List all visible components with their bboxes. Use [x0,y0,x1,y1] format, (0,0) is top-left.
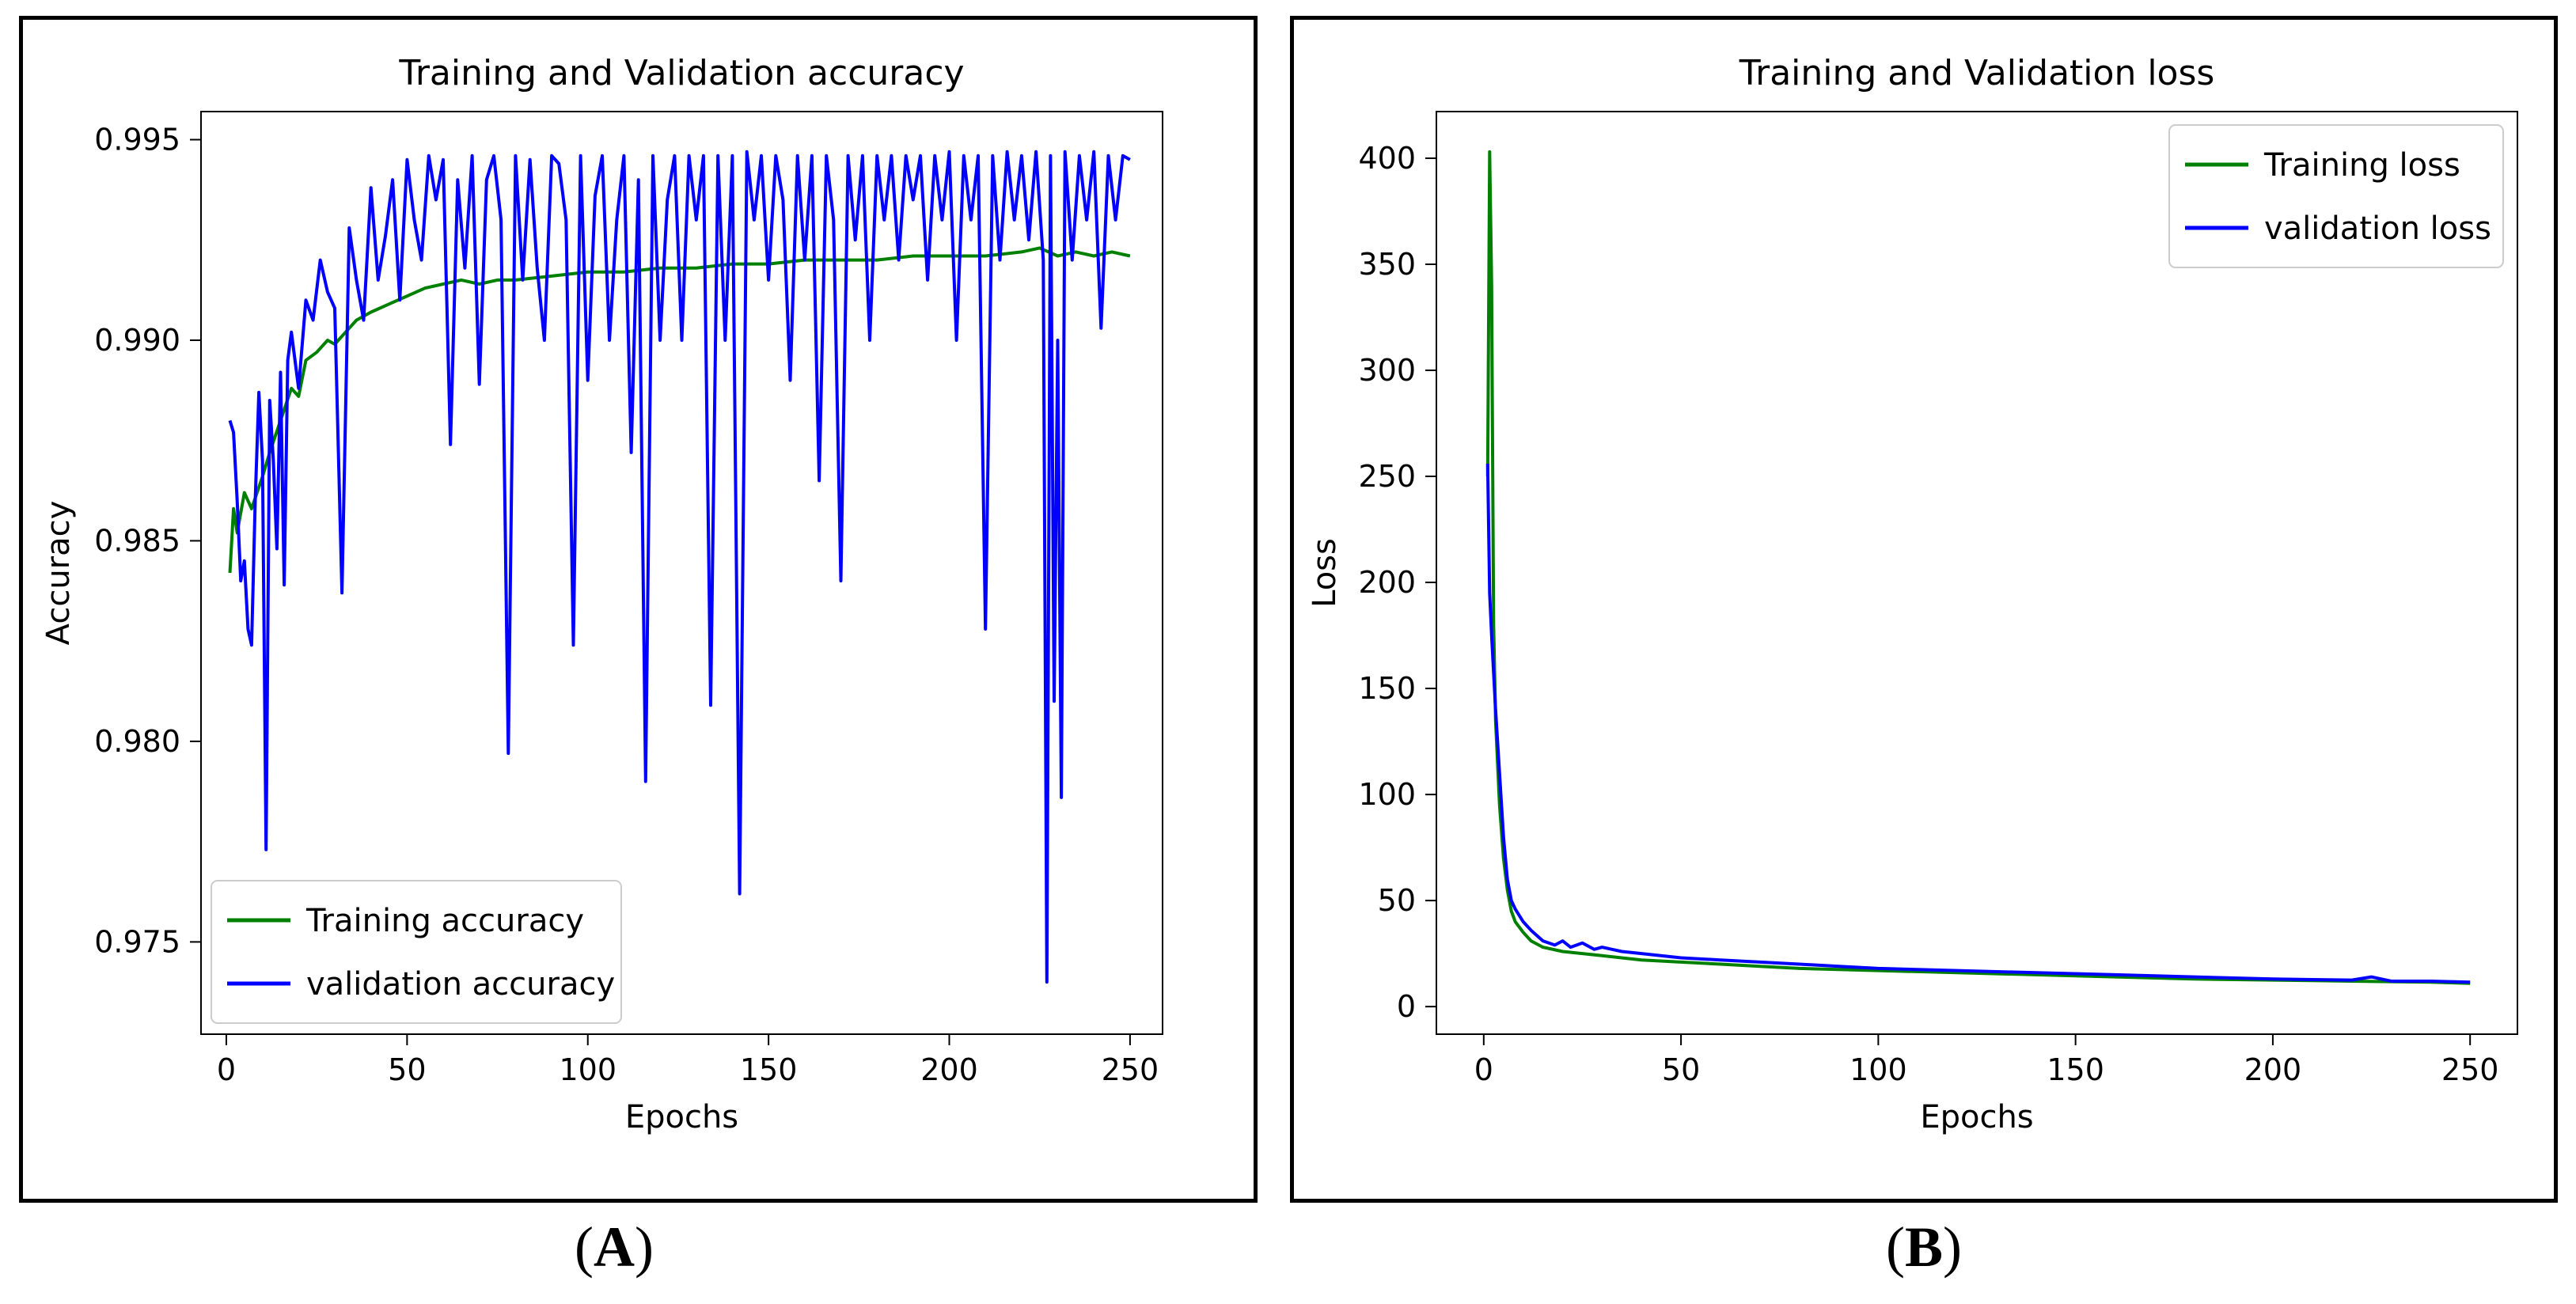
chart-title: Training and Validation accuracy [398,53,964,93]
y-tick-label: 150 [1358,671,1416,706]
panel-b-frame: Training and Validation loss 0 50 100 150 200… [1290,16,2558,1203]
chart-title: Training and Validation loss [1739,53,2215,93]
y-tick-label: 100 [1358,777,1416,812]
y-tick-label: 400 [1358,141,1416,176]
legend-label: Training loss [2263,147,2460,184]
x-tick-label: 200 [920,1052,978,1087]
legend-box [2168,124,2504,268]
x-tick-label: 250 [2441,1052,2499,1087]
x-axis-label: Epochs [625,1099,738,1135]
panel-a-frame: Training and Validation accuracy 0 50 100 15… [19,16,1258,1203]
accuracy-chart: Training and Validation accuracy 0 50 100 15… [40,53,1163,1135]
loss-chart: Training and Validation loss 0 50 100 150 200… [1307,53,2518,1135]
panel-label-b: (B) [1886,1215,1962,1279]
x-tick-label: 50 [1662,1052,1700,1087]
y-axis-label: Accuracy [40,501,77,646]
y-tick-label: 350 [1358,247,1416,282]
legend-box [211,880,622,1024]
series-line-validation-loss [1485,463,2471,984]
axes-frame [1436,111,2518,1035]
x-tick-label: 0 [217,1052,236,1087]
y-tick-label: 0.995 [94,122,180,157]
y-tick-label: 50 [1378,883,1416,918]
x-tick-label: 200 [2244,1052,2302,1087]
y-tick-label: 0 [1397,989,1416,1024]
y-tick-label: 200 [1358,565,1416,600]
x-tick-label: 150 [740,1052,798,1087]
x-tick-label: 50 [388,1052,426,1087]
y-tick-label: 0.980 [94,724,180,759]
legend-label: Training accuracy [305,903,584,939]
y-axis-label: Loss [1307,538,1343,608]
x-tick-label: 150 [2047,1052,2104,1087]
y-tick-label: 0.990 [94,323,180,358]
series-line-validation-accuracy [228,150,1131,984]
y-tick-label: 0.985 [94,523,180,558]
axes-frame [200,111,1163,1035]
y-tick-label: 300 [1358,353,1416,388]
x-axis-label: Epochs [1920,1099,2033,1135]
y-tick-label: 250 [1358,459,1416,494]
y-tick-label: 0.975 [94,924,180,959]
series-line-training-accuracy [228,246,1131,574]
panel-label-a: (A) [575,1215,654,1279]
x-tick-label: 250 [1102,1052,1159,1087]
x-tick-label: 100 [559,1052,616,1087]
legend-label: validation accuracy [306,966,615,1003]
x-tick-label: 100 [1849,1052,1907,1087]
series-line-training-loss [1485,150,2471,985]
x-tick-label: 0 [1474,1052,1493,1087]
legend-label: validation loss [2264,210,2491,247]
